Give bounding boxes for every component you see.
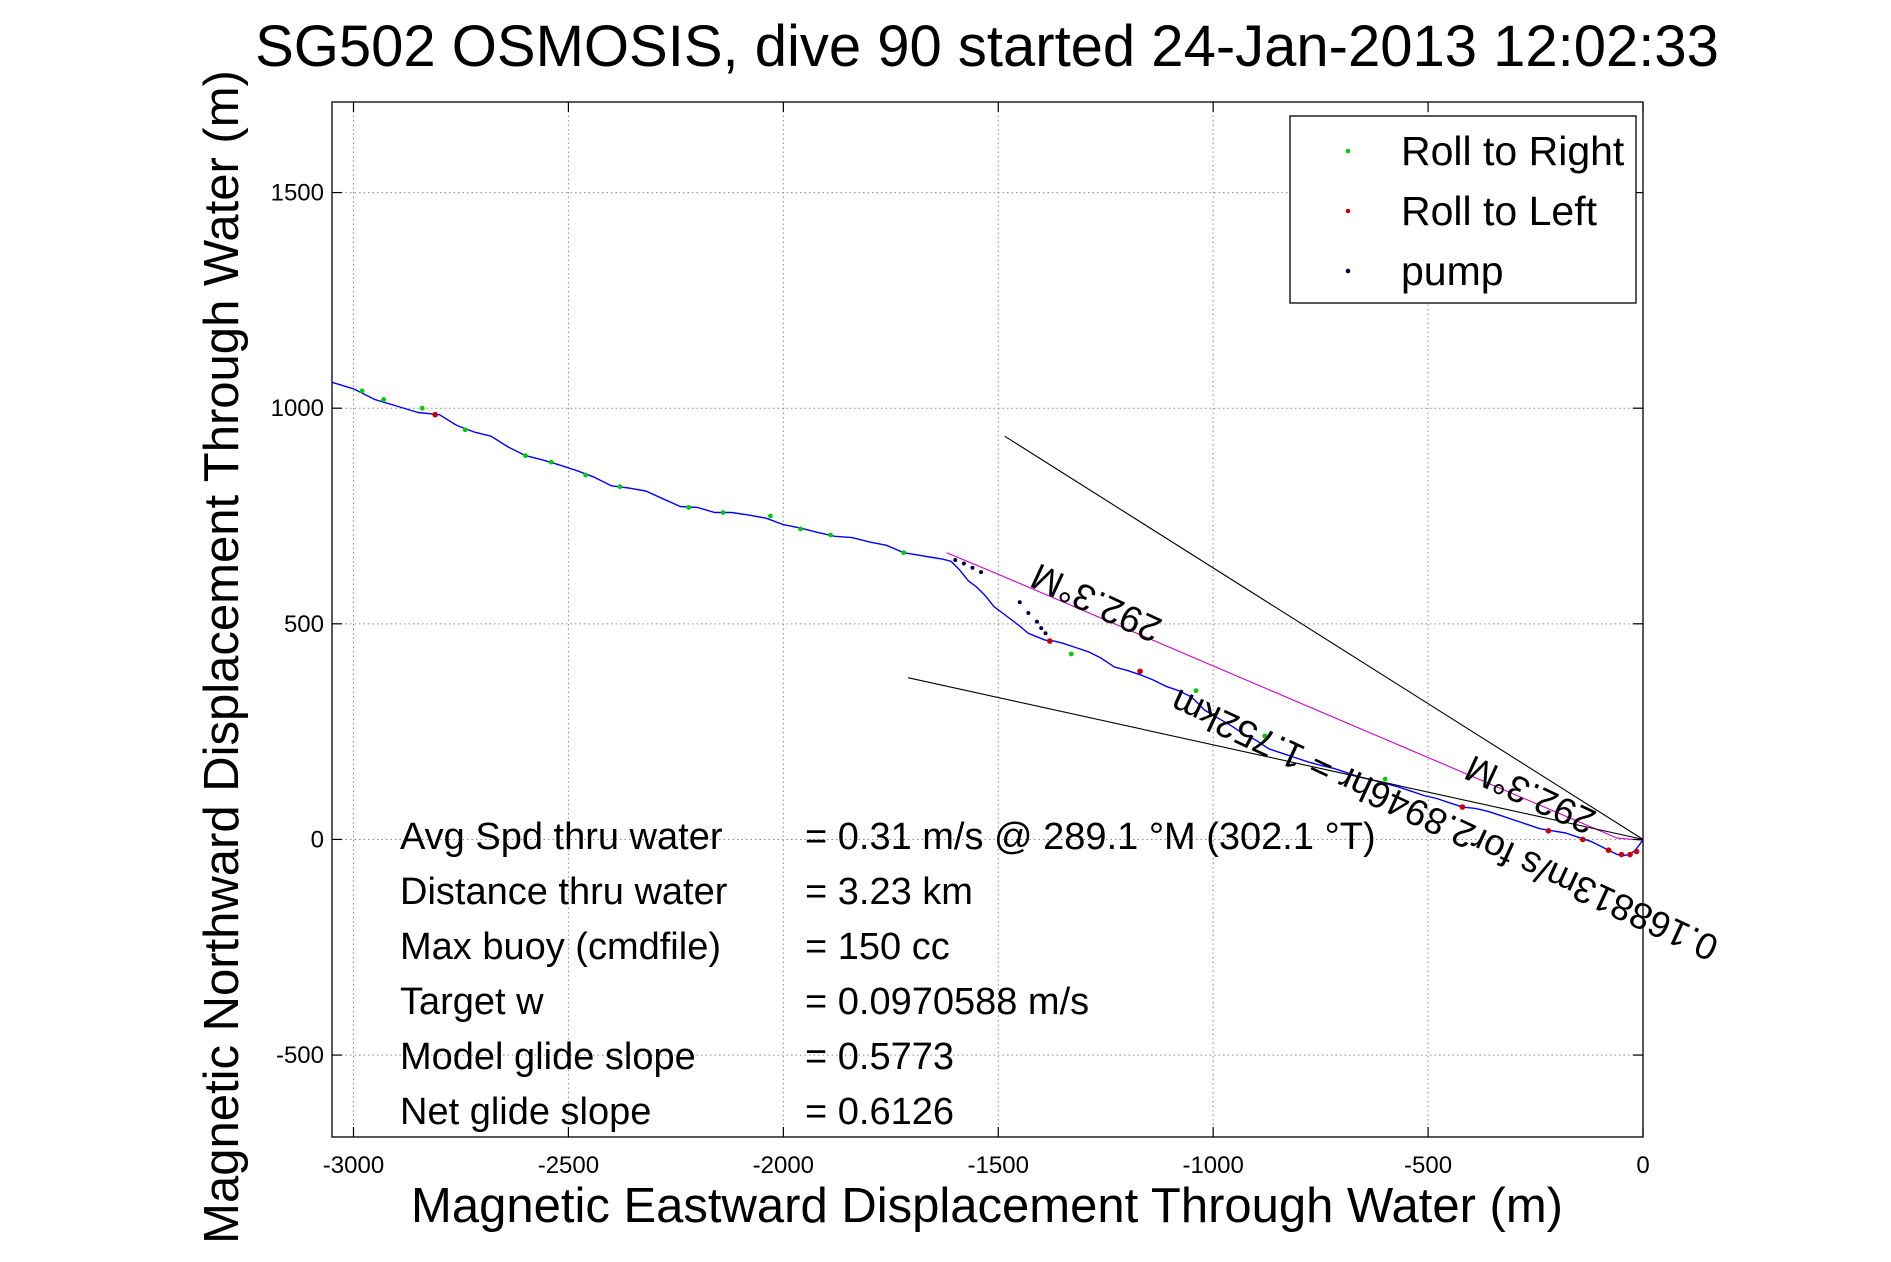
- roll-right-point: [798, 526, 803, 532]
- x-tick-label: 0: [1636, 1152, 1649, 1179]
- pump-point: [961, 561, 966, 566]
- pump-point: [979, 570, 984, 575]
- roll-left-point: [1545, 828, 1552, 834]
- roll-right-point: [381, 397, 386, 402]
- legend-marker-roll-left: [1345, 208, 1351, 214]
- tick-marks: -3000 -2500 -2000 -1500 -1000 -500 0 -500 0 500 10…: [271, 102, 1650, 1179]
- y-tick-label: -500: [276, 1042, 324, 1069]
- roll-left-point: [1047, 638, 1053, 644]
- stat-label-net-glide-slope: Net glide slope: [400, 1091, 651, 1133]
- roll-right-point: [901, 550, 907, 556]
- stat-value-avg-speed: = 0.31 m/s @ 289.1 °M (302.1 °T): [805, 816, 1376, 858]
- roll-left-point: [1605, 847, 1612, 854]
- roll-right-point: [523, 453, 528, 459]
- stat-value-net-glide-slope: = 0.6126: [805, 1091, 954, 1133]
- stat-value-max-buoy: = 150 cc: [805, 926, 950, 968]
- y-axis-label: Magnetic Northward Displacement Through …: [195, 70, 249, 1244]
- roll-left-point: [1459, 804, 1466, 810]
- roll-right-point: [419, 405, 425, 411]
- y-tick-label: 1500: [271, 180, 324, 207]
- axes-frame: [331, 101, 1644, 1138]
- dive-statistics: Avg Spd thru water = 0.31 m/s @ 289.1 °M…: [400, 816, 1376, 1133]
- x-tick-label: -1000: [1182, 1152, 1243, 1179]
- y-tick-label: 0: [311, 826, 324, 853]
- pump-point: [1039, 626, 1044, 631]
- stat-value-model-glide-slope: = 0.5773: [805, 1036, 954, 1078]
- series-line-lower-bound: [907, 677, 1644, 840]
- pump-point: [1034, 619, 1039, 624]
- roll-right-point: [548, 459, 554, 465]
- stat-value-target-w: = 0.0970588 m/s: [805, 981, 1089, 1023]
- pump-point: [1043, 631, 1048, 636]
- series-line-track: [331, 381, 1644, 857]
- x-tick-label: -500: [1404, 1152, 1452, 1179]
- stat-label-distance: Distance thru water: [400, 871, 728, 913]
- stat-value-distance: = 3.23 km: [805, 871, 973, 913]
- roll-left-point: [1580, 836, 1586, 843]
- x-axis-label: Magnetic Eastward Displacement Through W…: [411, 1179, 1563, 1233]
- y-tick-label: 500: [284, 611, 324, 638]
- x-tick-label: -2500: [538, 1152, 599, 1179]
- chart-title: SG502 OSMOSIS, dive 90 started 24-Jan-20…: [255, 14, 1719, 79]
- pump-point: [970, 565, 975, 570]
- pump-point: [953, 557, 958, 562]
- legend-label-roll-left: Roll to Left: [1401, 188, 1598, 234]
- stat-label-target-w: Target w: [400, 981, 544, 1023]
- series-line-upper-bound: [1004, 435, 1644, 840]
- roll-right-point: [720, 510, 726, 515]
- roll-right-point: [359, 388, 365, 394]
- x-tick-label: -3000: [323, 1152, 384, 1179]
- x-tick-label: -2000: [753, 1152, 814, 1179]
- stat-label-max-buoy: Max buoy (cmdfile): [400, 926, 721, 968]
- roll-right-point: [686, 504, 692, 510]
- roll-right-point: [617, 484, 623, 490]
- stat-label-avg-speed: Avg Spd thru water: [400, 816, 723, 858]
- x-tick-label: -1500: [968, 1152, 1029, 1179]
- roll-left-point: [1618, 851, 1625, 858]
- legend-marker-roll-right: [1345, 148, 1351, 154]
- roll-left-point: [1633, 848, 1640, 855]
- plot-area: [331, 381, 1644, 858]
- pump-point: [1026, 611, 1031, 616]
- stat-label-model-glide-slope: Model glide slope: [400, 1036, 696, 1078]
- roll-left-point: [432, 411, 438, 418]
- legend-marker-pump: [1345, 268, 1351, 274]
- y-tick-label: 1000: [271, 395, 324, 422]
- pump-point: [1017, 600, 1022, 605]
- legend-label-pump: pump: [1401, 248, 1504, 294]
- legend: Roll to Right Roll to Left pump: [1289, 115, 1637, 304]
- roll-left-point: [1137, 668, 1143, 675]
- roll-left-point: [1627, 851, 1633, 858]
- roll-right-point: [828, 532, 834, 538]
- legend-label-roll-right: Roll to Right: [1401, 128, 1625, 174]
- roll-right-point: [462, 427, 468, 433]
- roll-right-point: [1262, 733, 1268, 739]
- roll-right-point: [1068, 651, 1074, 657]
- roll-right-point: [1193, 688, 1199, 694]
- roll-right-point: [1382, 776, 1388, 782]
- roll-right-point: [583, 472, 589, 478]
- series-line-net-heading: [946, 552, 1644, 841]
- roll-right-point: [768, 513, 773, 519]
